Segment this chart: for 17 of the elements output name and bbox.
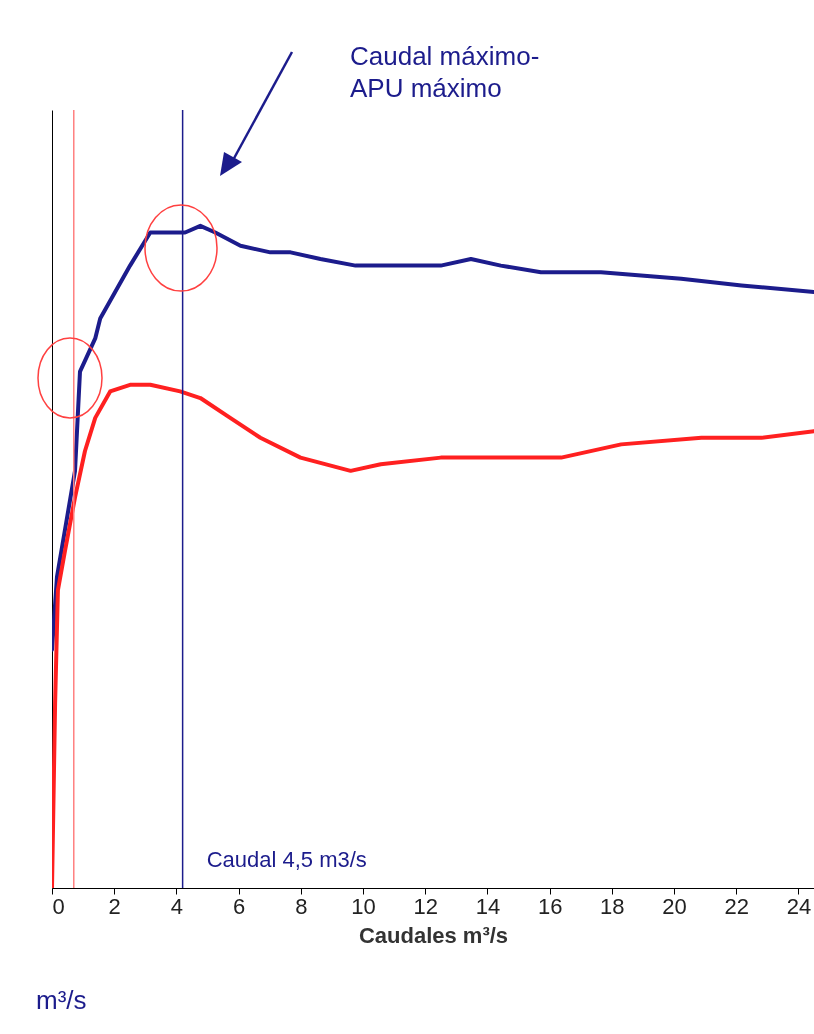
x-tick-label: 2 — [108, 893, 121, 919]
x-tick-label: 0 — [52, 893, 65, 919]
x-tick-label: 16 — [537, 893, 563, 919]
x-tick-label: 20 — [662, 893, 687, 919]
text: Caudal máximo- APU máximo — [350, 41, 540, 103]
x-tick-label: 10 — [351, 893, 376, 919]
text: m³/s — [36, 985, 87, 1015]
x-tick-label: 8 — [295, 893, 308, 919]
ref-line-label: Caudal 4,5 m3/s — [206, 847, 367, 872]
x-tick-label: 12 — [413, 893, 438, 919]
x-tick-label: 18 — [600, 893, 625, 919]
x-tick-label: 24 — [786, 893, 812, 919]
x-tick-label: 6 — [232, 893, 246, 919]
x-tick-label: 22 — [724, 893, 749, 919]
x-tick-label: 14 — [475, 893, 501, 919]
x-tick-label: 4 — [170, 893, 184, 919]
x-axis-title: Caudales m³/s — [358, 922, 509, 948]
